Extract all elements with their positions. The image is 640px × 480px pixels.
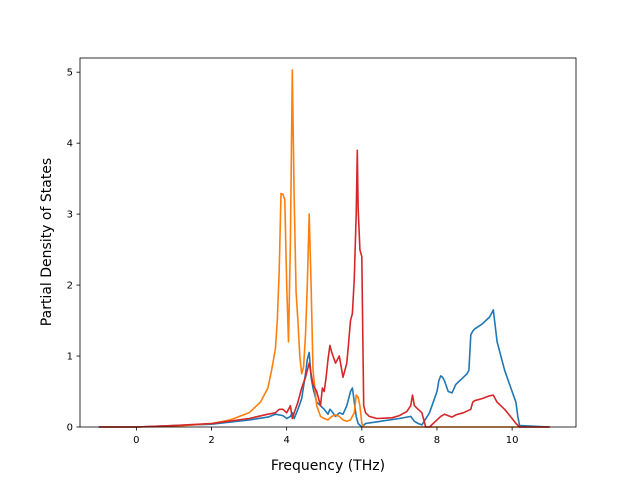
x-tick-label: 6 xyxy=(359,435,365,446)
x-tick-label: 0 xyxy=(133,435,139,446)
y-tick-label: 5 xyxy=(67,68,73,79)
y-tick-label: 4 xyxy=(67,139,73,150)
x-axis-ticks: 0 2 4 6 8 10 xyxy=(133,427,518,446)
series-line-3 xyxy=(98,149,550,428)
y-axis-ticks: 0 1 2 3 4 5 xyxy=(67,68,80,434)
x-axis-label: Frequency (THz) xyxy=(271,458,385,474)
y-tick-label: 3 xyxy=(67,210,73,221)
y-tick-label: 2 xyxy=(67,281,73,292)
series-line-2 xyxy=(98,69,550,428)
y-tick-label: 1 xyxy=(67,352,73,363)
x-tick-label: 10 xyxy=(506,435,519,446)
y-tick-label: 0 xyxy=(67,423,73,434)
x-tick-label: 8 xyxy=(434,435,440,446)
plot-frame xyxy=(79,57,577,428)
x-tick-label: 2 xyxy=(208,435,214,446)
y-axis-label: Partial Density of States xyxy=(39,158,55,326)
x-tick-label: 4 xyxy=(283,435,289,446)
